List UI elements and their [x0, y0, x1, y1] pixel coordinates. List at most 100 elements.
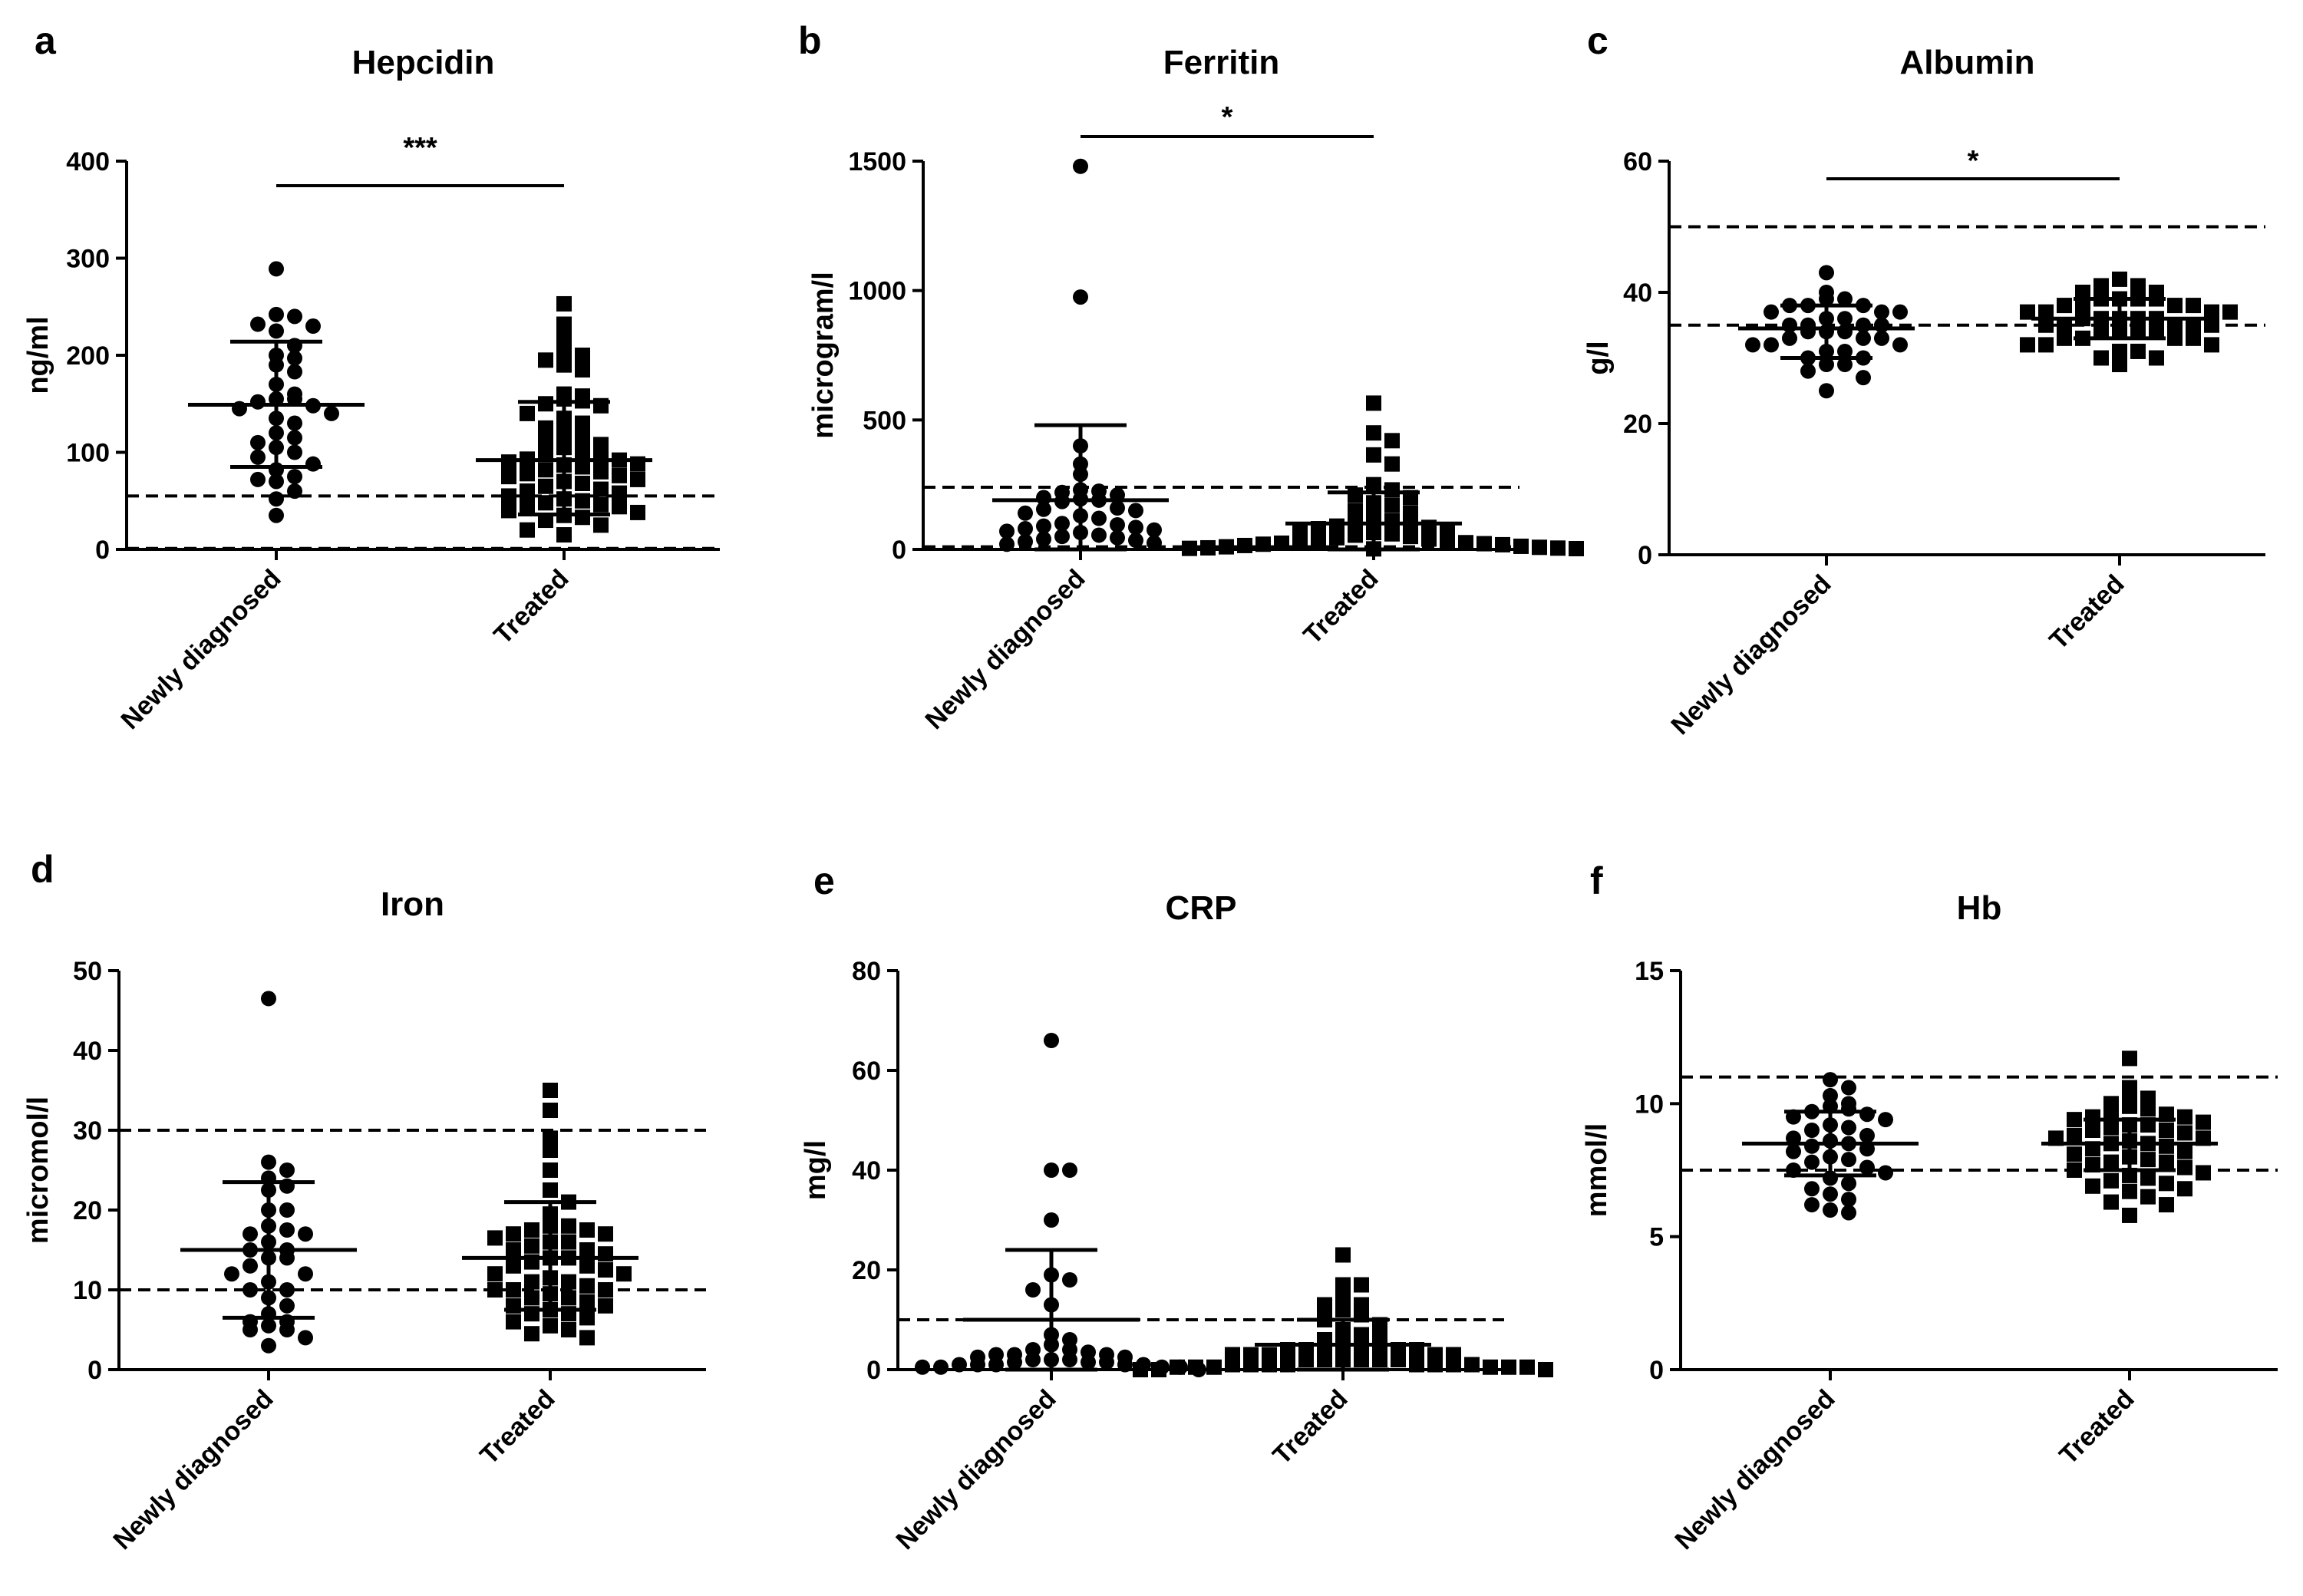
data-point-square: [520, 466, 535, 482]
data-point-square: [1335, 1247, 1351, 1263]
data-point-square: [1348, 527, 1363, 543]
data-point-circle: [279, 1202, 295, 1218]
data-point-circle: [261, 1317, 276, 1334]
data-point-square: [575, 475, 590, 491]
data-point-square: [1440, 533, 1455, 549]
data-point-square: [1403, 505, 1418, 521]
data-point-square: [579, 1222, 595, 1238]
data-point-square: [1225, 1357, 1240, 1373]
data-point-square: [1366, 447, 1381, 463]
data-point-square: [2122, 1098, 2137, 1114]
data-point-square: [2112, 271, 2127, 287]
data-point-square: [2067, 1112, 2082, 1128]
data-point-circle: [243, 1282, 258, 1298]
data-point-square: [2112, 343, 2127, 359]
data-point-circle: [261, 991, 276, 1007]
data-point-circle: [1859, 1159, 1875, 1176]
data-point-square: [575, 348, 590, 363]
data-point-circle: [999, 523, 1015, 539]
data-point-square: [2122, 1085, 2137, 1101]
x-tick-label: Newly diagnosed: [107, 1384, 279, 1555]
panel-b: b Ferritin 0 500 1000 1500 microgram/l Newly di…: [798, 19, 1584, 735]
y-tick-label: 0: [95, 536, 110, 565]
data-point-square: [561, 1322, 576, 1337]
data-point-square: [630, 471, 645, 487]
data-point-square: [598, 1226, 613, 1242]
y-tick-label: 0: [1638, 541, 1652, 570]
data-point-square: [2204, 304, 2219, 320]
data-point-circle: [1025, 1352, 1041, 1367]
data-point-square: [579, 1330, 595, 1346]
data-point-square: [2140, 1170, 2156, 1186]
data-point-square: [506, 1282, 521, 1298]
data-point-circle: [1062, 1352, 1077, 1367]
data-point-circle: [1804, 1197, 1820, 1213]
data-point-circle: [287, 350, 302, 366]
data-point-square: [1384, 497, 1400, 513]
data-point-circle: [1036, 518, 1051, 534]
data-point-circle: [1764, 337, 1779, 353]
data-point-square: [1274, 535, 1289, 551]
data-point-square: [556, 342, 572, 358]
data-point-square: [612, 499, 627, 515]
data-point-square: [2186, 317, 2201, 333]
data-point-square: [579, 1258, 595, 1274]
data-point-circle: [1859, 1127, 1875, 1143]
data-point-square: [2075, 285, 2090, 300]
y-tick-label: 50: [73, 957, 102, 986]
data-point-square: [575, 444, 590, 460]
data-point-square: [1366, 395, 1381, 411]
panel-title: Hepcidin: [352, 44, 495, 81]
data-point-square: [561, 1290, 576, 1306]
data-point-square: [520, 498, 535, 514]
data-point-square: [593, 496, 609, 513]
data-point-square: [2085, 1178, 2100, 1194]
data-point-square: [1366, 476, 1381, 493]
data-point-circle: [261, 1337, 276, 1354]
data-point-circle: [287, 391, 302, 407]
data-point-square: [2204, 337, 2219, 353]
data-point-circle: [1054, 516, 1070, 532]
y-tick-label: 300: [66, 245, 110, 274]
data-point-square: [579, 1278, 595, 1294]
y-axis-label: mmol/l: [1581, 1123, 1613, 1217]
data-point-square: [1384, 456, 1400, 472]
data-point-circle: [1804, 1181, 1820, 1197]
data-point-square: [1458, 535, 1473, 551]
data-point-circle: [287, 415, 302, 431]
data-point-circle: [1841, 1192, 1856, 1208]
data-point-square: [1403, 529, 1418, 545]
panel-letter: c: [1587, 19, 1608, 62]
data-point-square: [501, 488, 516, 504]
y-axis-label: mg/l: [800, 1140, 832, 1200]
data-point-circle: [250, 394, 266, 410]
data-point-circle: [287, 469, 302, 485]
panel-title: Albumin: [1900, 44, 2035, 81]
data-point-circle: [243, 1258, 258, 1274]
data-point-circle: [1878, 1112, 1893, 1128]
y-tick-label: 40: [1623, 279, 1652, 308]
panel-letter: a: [35, 19, 57, 62]
data-point-square: [2122, 1050, 2137, 1067]
panel-letter: f: [1590, 859, 1603, 902]
data-point-circle: [1786, 1143, 1801, 1159]
data-point-square: [2038, 337, 2054, 353]
data-point-circle: [952, 1357, 967, 1373]
data-point-square: [2103, 1120, 2119, 1136]
x-tick-label: Treated: [2044, 569, 2130, 655]
data-point-square: [506, 1226, 521, 1242]
data-point-square: [593, 463, 609, 480]
data-point-square: [2103, 1103, 2119, 1120]
data-point-square: [2140, 1189, 2156, 1205]
data-point-circle: [250, 316, 266, 332]
data-point-square: [2103, 1172, 2119, 1189]
data-point-square: [2196, 1114, 2211, 1130]
data-point-circle: [1837, 291, 1853, 307]
data-point-square: [1280, 1357, 1295, 1373]
data-point-circle: [243, 1226, 258, 1242]
data-point-square: [538, 447, 553, 463]
data-point-circle: [1800, 324, 1816, 340]
data-point-square: [2186, 298, 2201, 314]
y-tick-label: 500: [863, 406, 906, 435]
